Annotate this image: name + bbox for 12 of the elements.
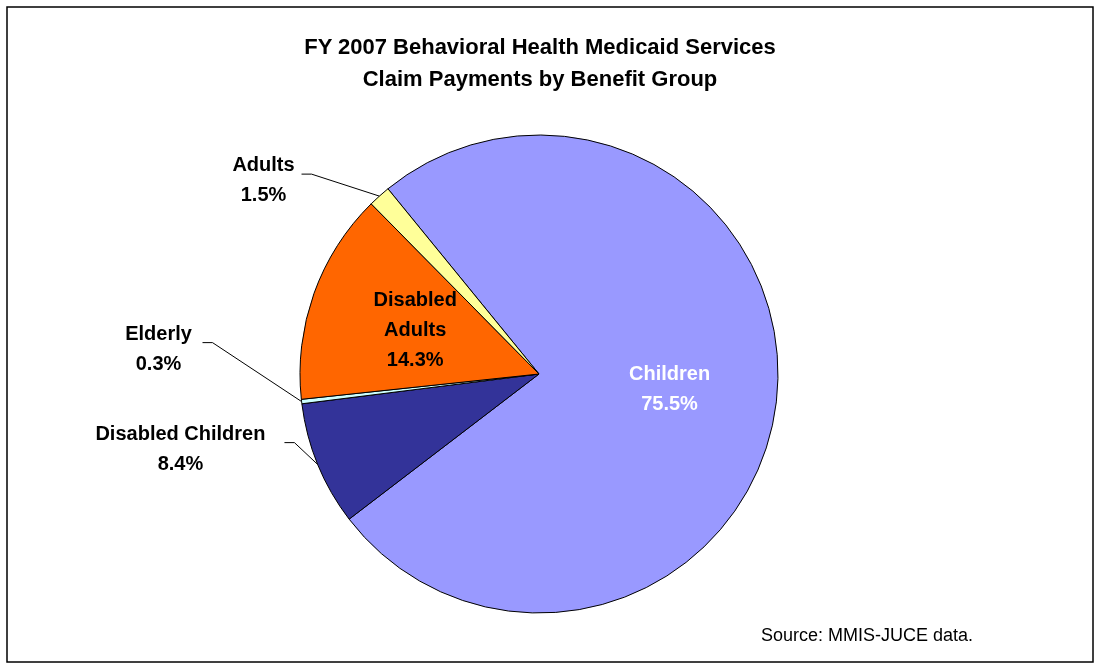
data-label: 75.5%: [641, 392, 699, 415]
slice-label: Elderly: [125, 321, 193, 344]
data-label: 1.5%: [240, 183, 287, 206]
data-label: 14.3%: [386, 347, 444, 370]
slice-label: Disabled Children: [95, 421, 266, 444]
slice-label: Children: [628, 362, 711, 385]
data-label: 8.4%: [157, 451, 204, 474]
slice-label: Adults: [232, 153, 295, 176]
data-label: 0.3%: [135, 351, 182, 374]
source-note: Source: MMIS-JUCE data.: [760, 625, 973, 645]
chart-title: FY 2007 Behavioral Health Medicaid Services Claim Payments by Benefit Group: [304, 34, 776, 91]
slice-label: Disabled Adults: [373, 287, 457, 340]
